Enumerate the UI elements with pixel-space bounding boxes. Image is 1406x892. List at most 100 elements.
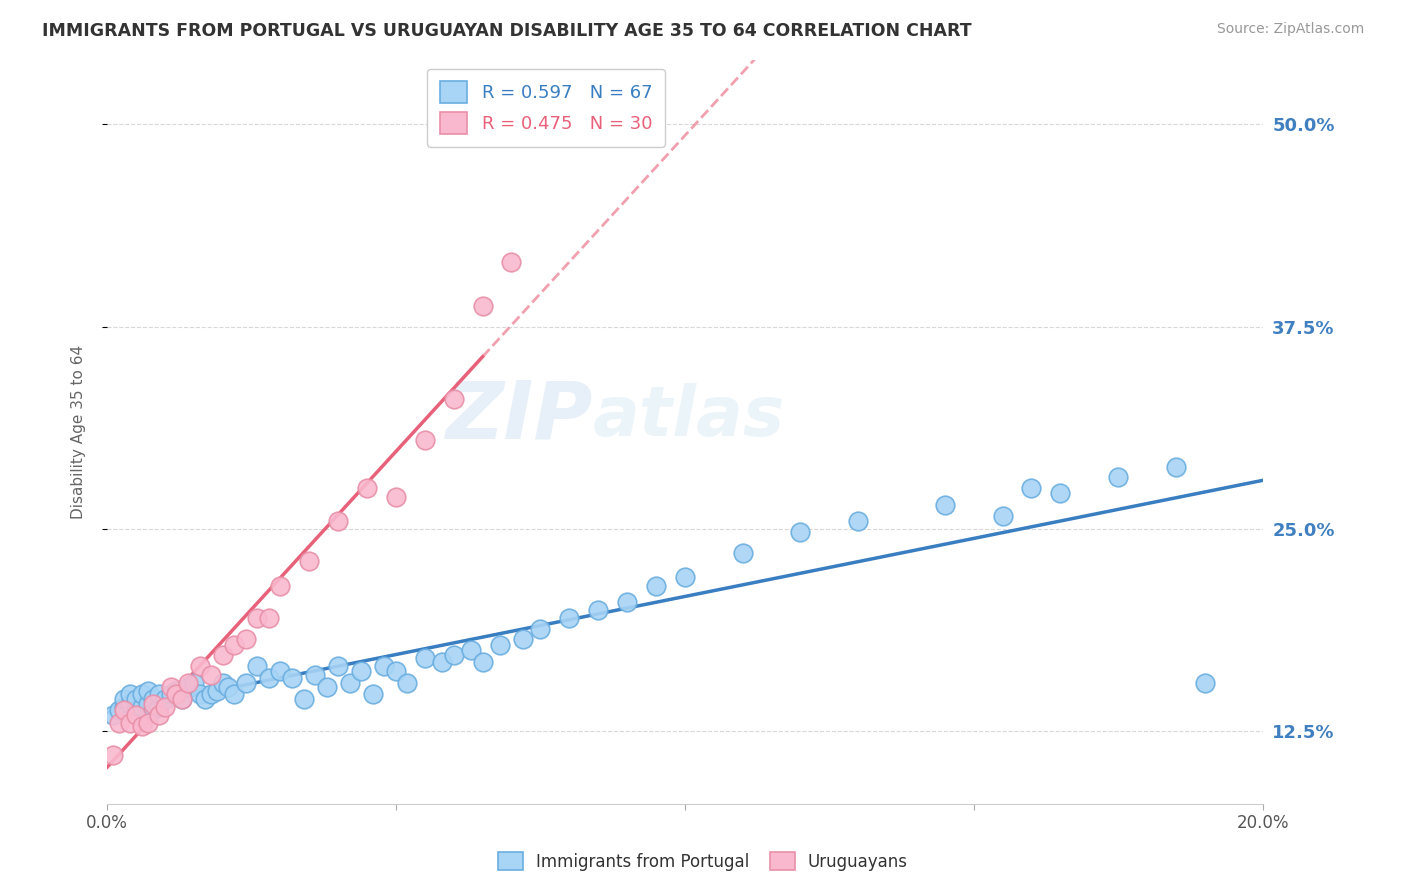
Point: [361, 687, 384, 701]
Point: [281, 671, 304, 685]
Point: [211, 675, 233, 690]
Point: [183, 675, 205, 690]
Legend: R = 0.597   N = 67, R = 0.475   N = 30: R = 0.597 N = 67, R = 0.475 N = 30: [427, 69, 665, 147]
Point: [356, 482, 378, 496]
Point: [385, 665, 408, 679]
Point: [200, 687, 222, 701]
Point: [159, 681, 181, 695]
Point: [315, 681, 337, 695]
Point: [350, 665, 373, 679]
Point: [298, 554, 321, 568]
Point: [165, 687, 187, 701]
Point: [125, 691, 148, 706]
Point: [789, 525, 811, 540]
Point: [101, 708, 124, 723]
Point: [673, 570, 696, 584]
Point: [471, 655, 494, 669]
Point: [188, 687, 211, 701]
Point: [292, 691, 315, 706]
Point: [501, 255, 523, 269]
Text: atlas: atlas: [592, 384, 785, 450]
Point: [1164, 460, 1187, 475]
Text: ZIP: ZIP: [444, 378, 592, 456]
Point: [224, 639, 246, 653]
Text: IMMIGRANTS FROM PORTUGAL VS URUGUAYAN DISABILITY AGE 35 TO 64 CORRELATION CHART: IMMIGRANTS FROM PORTUGAL VS URUGUAYAN DI…: [42, 22, 972, 40]
Point: [246, 659, 269, 673]
Point: [257, 611, 280, 625]
Point: [235, 675, 257, 690]
Point: [304, 667, 326, 681]
Point: [136, 697, 159, 711]
Point: [205, 683, 228, 698]
Point: [136, 716, 159, 731]
Point: [443, 392, 465, 407]
Point: [112, 699, 135, 714]
Point: [188, 659, 211, 673]
Point: [529, 622, 551, 636]
Point: [413, 433, 436, 447]
Point: [142, 697, 165, 711]
Point: [257, 671, 280, 685]
Legend: Immigrants from Portugal, Uruguayans: Immigrants from Portugal, Uruguayans: [489, 844, 917, 880]
Point: [136, 683, 159, 698]
Y-axis label: Disability Age 35 to 64: Disability Age 35 to 64: [72, 344, 86, 519]
Point: [512, 632, 534, 646]
Point: [159, 687, 181, 701]
Point: [211, 648, 233, 662]
Point: [142, 703, 165, 717]
Point: [1107, 470, 1129, 484]
Point: [269, 578, 291, 592]
Point: [430, 655, 453, 669]
Point: [586, 603, 609, 617]
Point: [616, 595, 638, 609]
Point: [120, 697, 142, 711]
Point: [131, 699, 153, 714]
Text: Source: ZipAtlas.com: Source: ZipAtlas.com: [1216, 22, 1364, 37]
Point: [200, 667, 222, 681]
Point: [131, 719, 153, 733]
Point: [558, 611, 581, 625]
Point: [396, 675, 419, 690]
Point: [194, 691, 217, 706]
Point: [131, 687, 153, 701]
Point: [107, 703, 129, 717]
Point: [413, 651, 436, 665]
Point: [489, 639, 512, 653]
Point: [269, 665, 291, 679]
Point: [339, 675, 361, 690]
Point: [172, 691, 194, 706]
Point: [148, 687, 170, 701]
Point: [101, 748, 124, 763]
Point: [217, 681, 239, 695]
Point: [328, 514, 350, 528]
Point: [328, 659, 350, 673]
Point: [148, 699, 170, 714]
Point: [177, 675, 200, 690]
Point: [246, 611, 269, 625]
Point: [177, 681, 200, 695]
Point: [1021, 482, 1043, 496]
Point: [846, 514, 869, 528]
Point: [172, 691, 194, 706]
Point: [385, 490, 408, 504]
Point: [125, 703, 148, 717]
Point: [112, 691, 135, 706]
Point: [460, 643, 482, 657]
Point: [107, 716, 129, 731]
Point: [471, 299, 494, 313]
Point: [235, 632, 257, 646]
Point: [224, 687, 246, 701]
Point: [165, 683, 187, 698]
Point: [645, 578, 668, 592]
Point: [443, 648, 465, 662]
Point: [934, 498, 956, 512]
Point: [120, 687, 142, 701]
Point: [142, 691, 165, 706]
Point: [120, 716, 142, 731]
Point: [153, 691, 176, 706]
Point: [373, 659, 395, 673]
Point: [112, 703, 135, 717]
Point: [991, 508, 1014, 523]
Point: [1049, 486, 1071, 500]
Point: [125, 708, 148, 723]
